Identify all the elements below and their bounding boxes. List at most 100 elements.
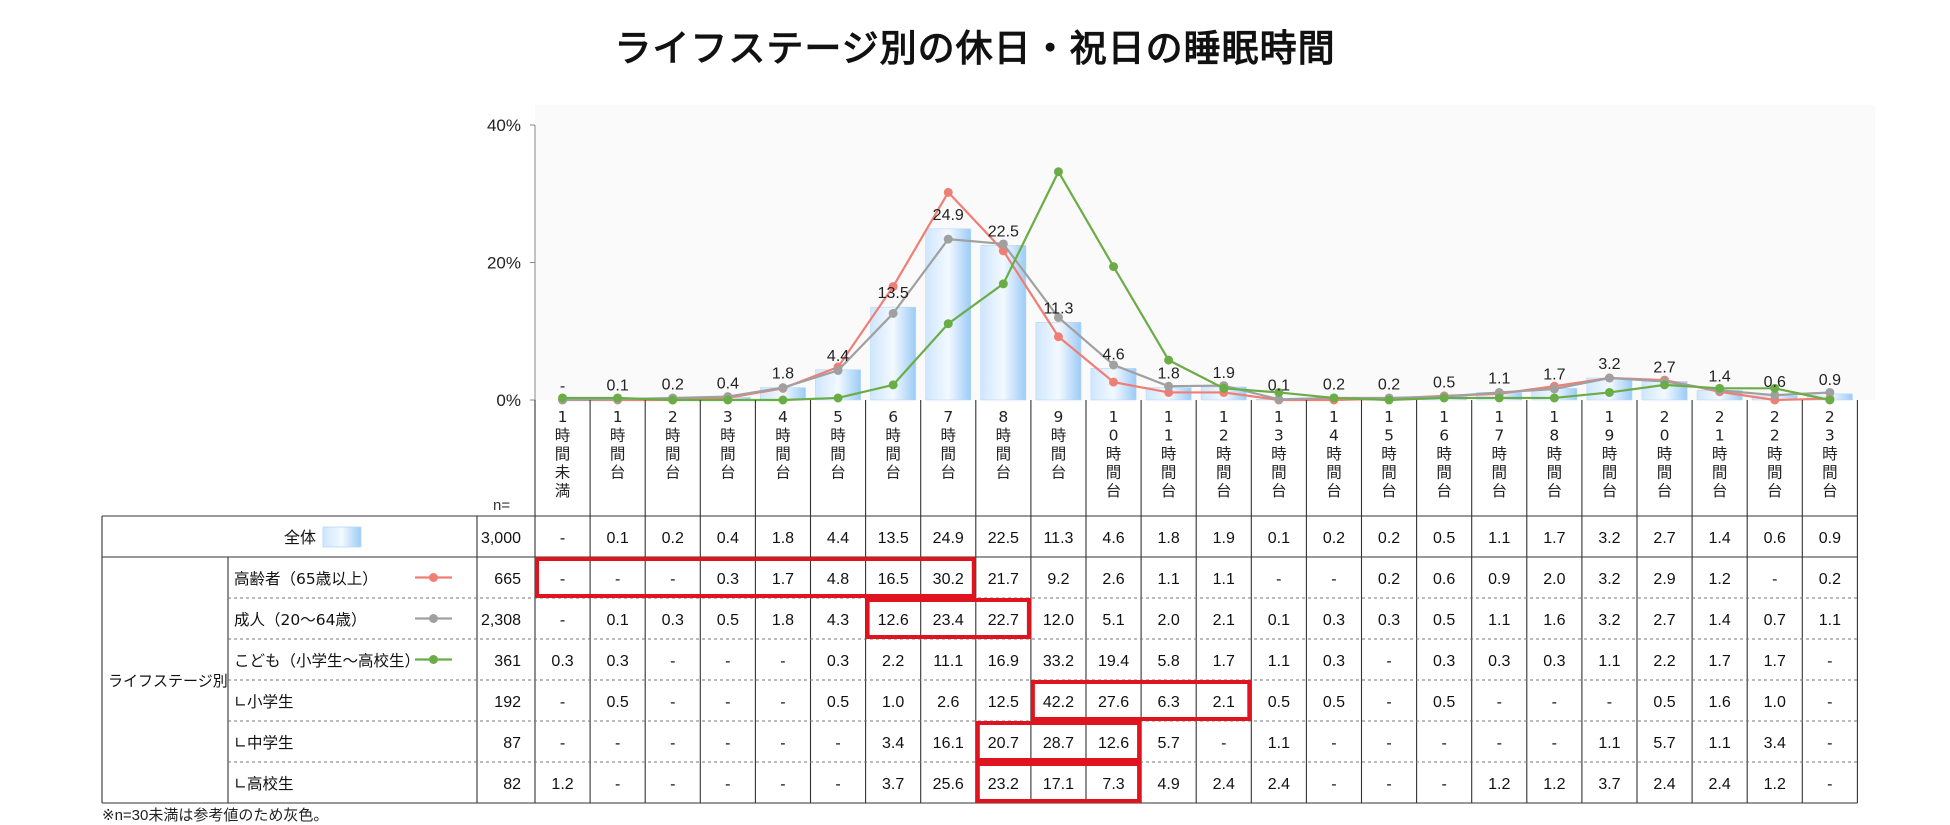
table-cell: 4.4 (827, 530, 849, 547)
x-tick-label: 間 (1161, 464, 1177, 482)
series-point (1109, 360, 1119, 370)
table-cell: 1.2 (551, 776, 573, 793)
x-tick-label: 台 (1602, 482, 1618, 500)
table-cell: 0.7 (1764, 612, 1786, 629)
table-cell: - (835, 776, 840, 793)
table-cell: - (1331, 571, 1336, 588)
table-cell: 1.4 (1709, 612, 1731, 629)
table-cell: - (1827, 653, 1832, 670)
table-cell: 5.7 (1653, 735, 1675, 752)
y-tick-label: 20% (487, 254, 521, 273)
table-cell: - (1386, 653, 1391, 670)
x-tick-label: 時 (1161, 445, 1177, 463)
series-point (1053, 332, 1063, 342)
table-cell: - (1497, 735, 1502, 752)
x-tick-label: 時 (1767, 445, 1783, 463)
series-point (613, 393, 623, 403)
x-tick-label: 0 (1109, 427, 1119, 445)
series-point (1274, 394, 1284, 404)
table-cell: 1.6 (1709, 694, 1731, 711)
series-point (1604, 373, 1614, 383)
legend-marker (429, 655, 438, 664)
table-cell: 0.1 (607, 612, 629, 629)
bar-data-label: 0.2 (1378, 377, 1400, 394)
footnote: ※n=30未満は参考値のため灰色。 (102, 807, 329, 824)
bar-data-label: 11.3 (1043, 300, 1073, 317)
x-tick-label: 時 (940, 427, 956, 445)
table-cell: 1.7 (1709, 653, 1731, 670)
table-cell: 2.6 (937, 694, 959, 711)
x-tick-label: 9 (1605, 427, 1615, 445)
table-cell: 1.1 (1488, 530, 1510, 547)
x-tick-label: 9 (1054, 408, 1064, 426)
table-cell: - (1386, 735, 1391, 752)
series-point (1164, 387, 1174, 397)
table-cell: 0.3 (551, 653, 573, 670)
x-tick-label: 間 (830, 445, 846, 463)
n-value: 82 (503, 776, 521, 793)
x-tick-label: 時 (775, 427, 791, 445)
table-cell: 0.3 (607, 653, 629, 670)
highlight-box (535, 557, 976, 598)
table-cell: 12.6 (878, 612, 909, 629)
table-cell: 5.8 (1158, 653, 1180, 670)
x-tick-label: 間 (1767, 464, 1783, 482)
x-tick-label: 台 (1216, 482, 1232, 500)
table-cell: - (670, 571, 675, 588)
n-value: 192 (494, 694, 521, 711)
table-cell: 2.6 (1102, 571, 1124, 588)
table-cell: - (1772, 571, 1777, 588)
x-tick-label: 間 (665, 445, 681, 463)
bar-data-label: 0.1 (607, 377, 629, 394)
line-series (558, 167, 1835, 405)
n-value: 87 (503, 735, 521, 752)
x-tick-label: 6 (888, 408, 898, 426)
bar-data-label: 4.4 (827, 348, 849, 365)
table-cell: - (670, 735, 675, 752)
table-cell: 1.7 (1543, 530, 1565, 547)
table-cell: - (780, 776, 785, 793)
x-tick-label: 1 (1219, 408, 1229, 426)
x-tick-label: 2 (1219, 427, 1229, 445)
x-tick-label: 2 (1770, 427, 1780, 445)
table-cell: 28.7 (1043, 735, 1074, 752)
x-tick-label: 1 (558, 408, 568, 426)
x-tick-label: 時 (555, 427, 571, 445)
x-tick-label: 8 (998, 408, 1008, 426)
x-tick-label: 時 (1106, 445, 1122, 463)
x-tick-label: 台 (1712, 482, 1728, 500)
table-cell: 0.3 (662, 612, 684, 629)
table-cell: 1.2 (1543, 776, 1565, 793)
series-point (1329, 393, 1339, 403)
x-tick-label: 6 (1439, 427, 1449, 445)
x-tick-label: 1 (613, 408, 623, 426)
x-tick-label: 2 (668, 408, 678, 426)
table-cell: 0.6 (1433, 571, 1455, 588)
table-cell: 0.9 (1819, 530, 1841, 547)
legend-marker (429, 614, 438, 623)
bar (980, 245, 1027, 401)
table-cell: - (1331, 776, 1336, 793)
table-cell: 1.7 (1213, 653, 1235, 670)
series-point (943, 319, 953, 329)
table-cell: 0.1 (607, 530, 629, 547)
series-point (1825, 395, 1835, 405)
bar-data-label: 0.9 (1819, 372, 1841, 389)
x-tick-label: 台 (940, 464, 956, 482)
bar-data-label: - (560, 378, 565, 395)
x-tick-label: 2 (1660, 408, 1670, 426)
legend-marker (429, 573, 438, 582)
x-tick-label: 台 (720, 464, 736, 482)
table-cell: - (1827, 776, 1832, 793)
x-tick-label: 間 (1822, 464, 1838, 482)
table-cell: 2.4 (1213, 776, 1235, 793)
x-tick-label: 台 (1161, 482, 1177, 500)
table-cell: 4.3 (827, 612, 849, 629)
x-tick-label: 7 (943, 408, 953, 426)
table-cell: 16.1 (933, 735, 964, 752)
table-cell: 0.3 (1378, 612, 1400, 629)
series-point (888, 308, 898, 318)
x-tick-label: 台 (775, 464, 791, 482)
bar-data-label: 22.5 (988, 223, 1019, 240)
